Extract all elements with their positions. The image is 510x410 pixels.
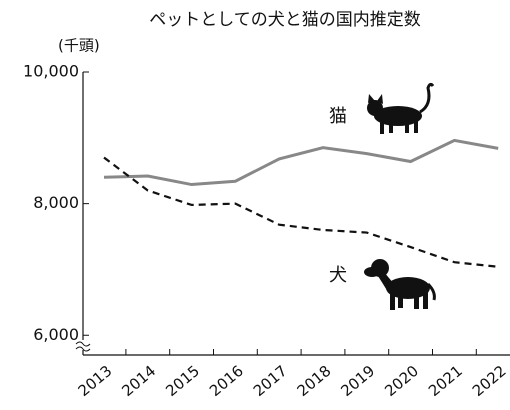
series-line bbox=[104, 140, 498, 184]
series-line bbox=[104, 158, 498, 267]
legend-label: 犬 bbox=[329, 265, 347, 286]
x-tick-label: 2014 bbox=[118, 362, 159, 400]
x-tick-label: 2017 bbox=[250, 362, 291, 400]
x-tick-label: 2013 bbox=[75, 362, 116, 400]
y-tick-label: 8,000 bbox=[33, 193, 79, 212]
y-tick-label: 10,000 bbox=[23, 62, 79, 81]
cat-icon bbox=[367, 84, 433, 134]
x-tick-label: 2021 bbox=[425, 362, 466, 400]
x-tick-label: 2020 bbox=[381, 362, 422, 400]
x-tick-label: 2016 bbox=[206, 362, 247, 400]
legend-label: 猫 bbox=[329, 106, 347, 127]
y-tick-label: 6,000 bbox=[33, 325, 79, 344]
y-axis-label: (千頭) bbox=[58, 37, 100, 55]
x-tick-label: 2018 bbox=[294, 362, 335, 400]
chart-title: ペットとしての犬と猫の国内推定数 bbox=[149, 10, 421, 30]
chart: ペットとしての犬と猫の国内推定数 (千頭) 6,000 8,000 10,000 20… bbox=[0, 0, 510, 410]
x-tick-label: 2015 bbox=[162, 362, 203, 400]
x-tick-label: 2019 bbox=[337, 362, 378, 400]
dog-icon bbox=[364, 259, 434, 310]
x-tick-label: 2022 bbox=[469, 362, 510, 400]
